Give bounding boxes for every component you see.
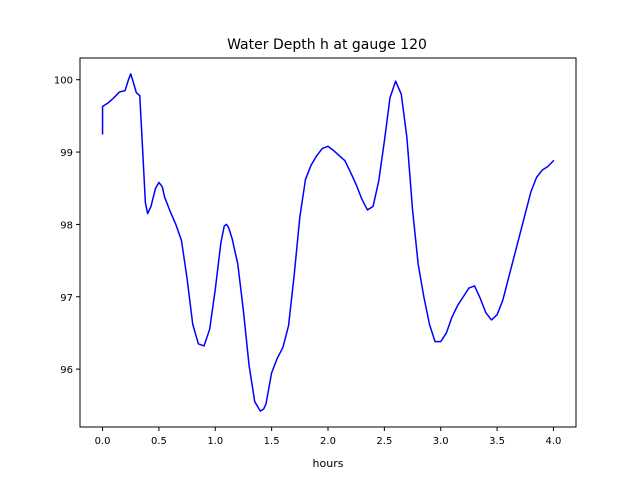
x-tick-label: 0.5	[151, 436, 167, 447]
series-line	[101, 73, 555, 412]
y-tick-label: 100	[54, 76, 73, 87]
x-axis-label: hours	[313, 457, 344, 470]
x-axis: 0.0 0.5 1.0 1.5 2.0 2.5 3.0 3.5 4.0	[95, 427, 562, 447]
y-axis: 96 97 98 99 100	[54, 76, 80, 376]
plot-area	[101, 73, 555, 412]
x-tick-label: 2.5	[376, 436, 392, 447]
chart-title: Water Depth h at gauge 120	[227, 37, 427, 53]
x-tick-label: 3.0	[433, 436, 449, 447]
y-tick-label: 97	[60, 293, 73, 304]
y-tick-label: 99	[60, 148, 73, 159]
y-tick-label: 98	[60, 220, 73, 231]
x-tick-label: 2.0	[320, 436, 336, 447]
x-tick-label: 1.5	[264, 436, 280, 447]
axes-frame	[79, 57, 577, 428]
y-tick-label: 96	[60, 365, 73, 376]
x-tick-label: 0.0	[95, 436, 111, 447]
x-tick-label: 4.0	[546, 436, 562, 447]
x-tick-label: 3.5	[489, 436, 505, 447]
x-tick-label: 1.0	[207, 436, 223, 447]
